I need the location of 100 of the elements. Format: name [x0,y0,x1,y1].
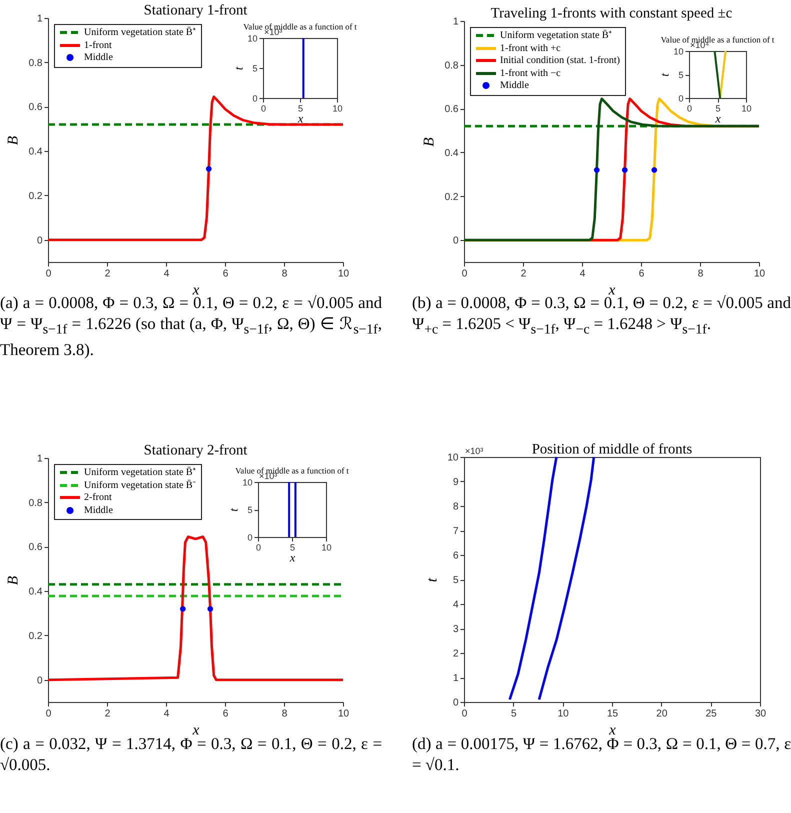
x-tick-label: 0 [686,104,692,114]
y-axis-title: t [424,577,440,582]
x-axis-title: x [288,550,296,564]
y-tick-label: 0.4 [444,148,459,159]
text: ×10³ [465,446,484,456]
y-tick-label: 0.6 [28,542,43,554]
x-tick-label: 20 [656,708,668,720]
y-tick-label: 0 [452,698,459,708]
y-tick-label: 10 [247,34,258,44]
legend-label: Middle [84,52,113,63]
y-tick-label: 0.2 [444,192,459,203]
y-tick-label: 0.2 [28,630,43,642]
chart-title: Traveling 1-fronts with constant speed ±c [490,6,732,22]
chart-title: Position of middle of fronts [532,442,692,458]
x-tick-label: 2 [520,268,527,280]
y-tick-label: 0 [452,236,459,247]
x-tick-label: 10 [741,104,752,114]
y-tick-label: 2 [452,648,459,660]
x-tick-label: 8 [282,708,288,720]
y-tick-label: 0.4 [28,586,43,598]
legend-label: Uniform vegetation state B̄⁺ [500,30,612,41]
x-tick-label: 0 [46,708,52,720]
x-tick-label: 5 [511,708,518,720]
y-tick-label: 6 [452,550,459,562]
x-tick-label: 4 [580,268,586,280]
legend-label: Uniform vegetation state B̄⁺ [84,27,196,38]
x-tick-label: 10 [338,268,350,280]
x-tick-label: 6 [638,268,645,280]
legend-label: 1-front [84,40,112,50]
y-tick-label: 10 [673,46,684,56]
x-tick-label: 25 [706,708,718,720]
x-tick-label: 10 [332,104,343,114]
chart-title: Stationary 1-front [144,2,248,18]
line-series [538,456,596,701]
y-tick-label: 9 [452,477,459,488]
y-tick-label: 10 [242,478,252,488]
y-tick-label: 0 [678,94,684,104]
legend-label: Uniform vegetation state B̄⁺ [84,467,196,478]
y-axis-title: B [422,137,438,147]
x-tick-label: 2 [104,708,111,720]
y-tick-label: 1 [452,673,459,684]
x-tick-label: 0 [462,708,468,720]
x-tick-label: 10 [558,708,570,720]
line-series [508,456,558,701]
y-tick-label: 7 [452,526,459,537]
y-tick-label: 5 [247,505,252,515]
y-tick-label: 3 [452,624,459,635]
x-tick-label: 10 [321,542,332,552]
y-tick-label: 0 [36,675,43,686]
legend-label: 2-front [84,492,112,503]
y-tick-label: 0 [247,532,252,542]
y-tick-label: 5 [252,64,258,74]
y-tick-label: 0 [36,235,43,246]
y-tick-label: 0.8 [444,60,459,72]
y-tick-label: 10 [447,452,459,464]
x-tick-label: 8 [698,268,704,280]
x-axis-title: x [714,112,722,126]
line-series [46,95,344,242]
y-tick-label: 5 [452,575,459,586]
y-axis-title: B [6,136,22,146]
x-tick-label: 10 [338,708,350,720]
y-axis-title: t [226,508,240,512]
x-tick-label: 30 [754,708,766,720]
legend-label: 1-front with +c [500,42,561,54]
y-tick-label: 1 [36,14,43,24]
y-axis-title: t [231,66,246,70]
x-axis-title: x [296,112,304,126]
x-tick-label: 10 [754,268,766,280]
x-tick-label: 5 [290,542,296,552]
y-tick-label: 8 [452,502,459,512]
x-tick-label: 6 [222,268,229,280]
y-tick-label: 0.6 [444,104,459,116]
legend-label: Middle [500,80,529,91]
y-tick-label: 0.2 [28,190,43,202]
x-tick-label: 4 [164,708,170,720]
x-tick-label: 2 [104,268,111,280]
y-axis-title: B [6,576,22,586]
x-tick-label: 8 [282,268,288,280]
y-tick-label: 0.4 [28,146,43,158]
x-tick-label: 0 [46,268,52,280]
x-tick-label: 4 [164,268,170,280]
y-tick-label: 0.8 [28,498,43,509]
y-tick-label: 4 [452,600,459,610]
x-tick-label: 5 [298,104,304,114]
x-tick-label: 15 [606,708,618,720]
y-tick-label: 1 [452,16,459,28]
chart-title: Value of middle as a function of t [660,34,775,44]
line-series [46,535,344,682]
legend-label: Initial condition (stat. 1-front) [500,55,620,66]
y-tick-label: 0 [252,94,258,104]
legend-label: Middle [84,504,113,516]
chart-title: Stationary 2-front [144,442,248,458]
x-tick-label: 0 [260,104,266,114]
y-tick-label: 0.8 [28,58,43,69]
x-tick-label: 6 [222,708,229,720]
y-tick-label: 5 [678,70,684,80]
y-tick-label: 1 [36,454,43,464]
y-axis-title: t [657,72,672,77]
y-tick-label: 0.6 [28,102,43,114]
legend-label: Uniform vegetation state B̄⁻ [84,480,196,490]
